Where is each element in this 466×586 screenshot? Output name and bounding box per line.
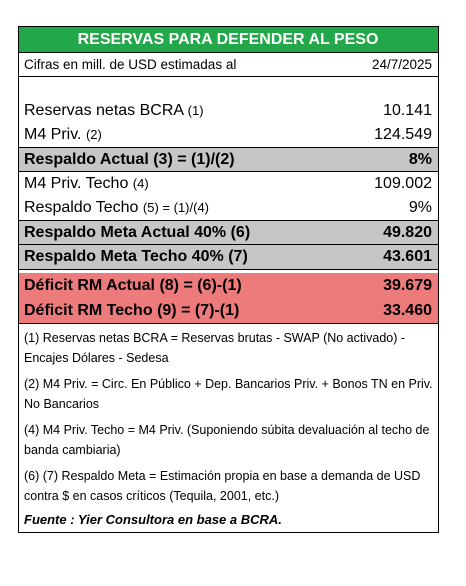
row-value: 39.679 xyxy=(383,276,432,294)
subtitle-label: Cifras en mill. de USD estimadas al xyxy=(24,57,237,72)
source-note: Fuente : Yier Consultora en base a BCRA. xyxy=(24,512,282,527)
table-subtitle: Cifras en mill. de USD estimadas al 24/7… xyxy=(19,53,438,77)
ref-text: (6) xyxy=(230,223,251,241)
row-label: Respaldo Actual (3) = (1)/(2) xyxy=(24,151,235,169)
ref-text: (9) = (7)-(1) xyxy=(157,301,240,319)
spacer xyxy=(19,77,438,99)
ref-text: (1) xyxy=(187,103,204,118)
row-respaldo-actual: Respaldo Actual (3) = (1)/(2) 8% xyxy=(19,147,438,172)
ref-text: (5) = (1)/(4) xyxy=(142,200,209,215)
label-text: M4 Priv. Techo xyxy=(24,175,129,192)
row-meta-techo: Respaldo Meta Techo 40% (7) 43.601 xyxy=(19,245,438,270)
row-value: 9% xyxy=(408,199,432,216)
note-4: (4) M4 Priv. Techo = M4 Priv. (Suponiend… xyxy=(24,423,430,457)
row-value: 43.601 xyxy=(383,248,432,265)
subtitle-date: 24/7/2025 xyxy=(371,57,432,72)
label-text: Respaldo Meta Techo 40% xyxy=(24,248,224,265)
label-text: Reservas netas BCRA xyxy=(24,102,184,119)
row-respaldo-techo: Respaldo Techo (5) = (1)/(4) 9% xyxy=(19,196,438,220)
label-text: Déficit RM Techo xyxy=(24,301,153,319)
row-m4-priv: M4 Priv. (2) 124.549 xyxy=(19,123,438,147)
ref-text: (8) = (6)-(1) xyxy=(159,276,242,294)
ref-text: (3) = (1)/(2) xyxy=(153,150,235,168)
label-text: Respaldo Actual xyxy=(24,150,149,168)
label-text: M4 Priv. xyxy=(24,126,82,143)
note-1: (1) Reservas netas BCRA = Reservas bruta… xyxy=(24,331,406,365)
row-label: Reservas netas BCRA (1) xyxy=(24,102,204,120)
row-m4-techo: M4 Priv. Techo (4) 109.002 xyxy=(19,172,438,196)
row-value: 124.549 xyxy=(374,126,432,143)
row-value: 109.002 xyxy=(374,175,432,192)
row-label: Respaldo Techo (5) = (1)/(4) xyxy=(24,199,209,217)
ref-text: (7) xyxy=(228,248,248,265)
ref-text: (2) xyxy=(85,127,102,142)
row-value: 10.141 xyxy=(383,102,432,119)
ref-text: (4) xyxy=(132,176,149,191)
row-meta-actual: Respaldo Meta Actual 40% (6) 49.820 xyxy=(19,220,438,245)
row-value: 33.460 xyxy=(383,301,432,319)
label-text: Respaldo Techo xyxy=(24,199,139,216)
row-reservas-netas: Reservas netas BCRA (1) 10.141 xyxy=(19,99,438,123)
row-label: Déficit RM Actual (8) = (6)-(1) xyxy=(24,277,242,295)
row-label: Respaldo Meta Actual 40% (6) xyxy=(24,224,250,242)
row-value: 49.820 xyxy=(383,223,432,241)
title-text: RESERVAS PARA DEFENDER AL PESO xyxy=(77,30,379,48)
table-title: RESERVAS PARA DEFENDER AL PESO xyxy=(19,27,438,53)
reserves-table: RESERVAS PARA DEFENDER AL PESO Cifras en… xyxy=(18,26,439,533)
row-label: M4 Priv. (2) xyxy=(24,126,102,144)
row-label: Respaldo Meta Techo 40% (7) xyxy=(24,248,248,266)
label-text: Respaldo Meta Actual 40% xyxy=(24,223,227,241)
note-2: (2) M4 Priv. = Circ. En Público + Dep. B… xyxy=(24,377,433,411)
notes-section: (1) Reservas netas BCRA = Reservas bruta… xyxy=(19,323,438,532)
row-deficit-actual: Déficit RM Actual (8) = (6)-(1) 39.679 xyxy=(19,273,438,298)
note-6-7: (6) (7) Respaldo Meta = Estimación propi… xyxy=(24,469,421,503)
row-value: 8% xyxy=(408,150,432,168)
label-text: Déficit RM Actual xyxy=(24,276,155,294)
row-label: M4 Priv. Techo (4) xyxy=(24,175,149,193)
row-deficit-techo: Déficit RM Techo (9) = (7)-(1) 33.460 xyxy=(19,298,438,323)
row-label: Déficit RM Techo (9) = (7)-(1) xyxy=(24,302,239,320)
